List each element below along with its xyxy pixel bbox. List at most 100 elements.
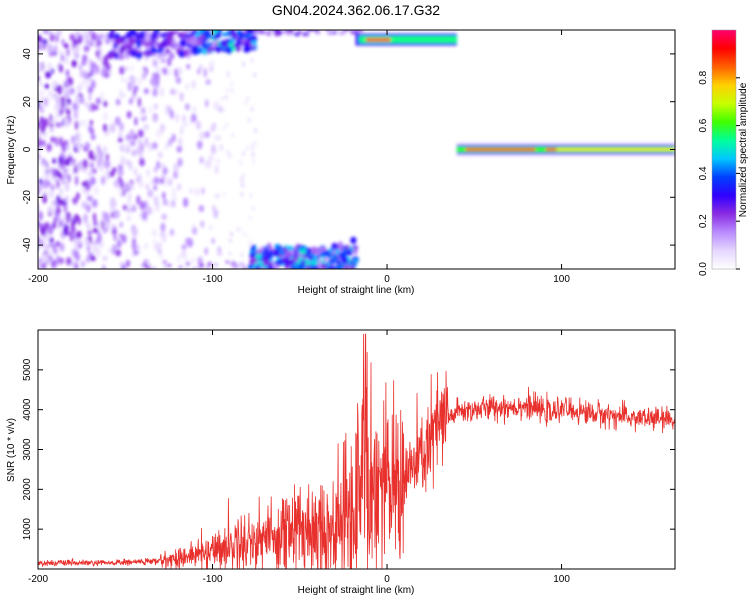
upper-alias-dot: [353, 31, 359, 35]
noise-dot: [69, 33, 75, 41]
upper-alias-dot: [173, 42, 181, 50]
upper-alias-dot: [204, 33, 213, 39]
lower-alias-dot: [167, 263, 172, 267]
lower-alias-dot: [331, 242, 338, 250]
noise-dot: [88, 59, 93, 65]
noise-dot: [148, 143, 153, 152]
noise-dot: [69, 87, 75, 95]
snr-plot: -200 -100 0 100 1000 2000 3000 4000 5000 Height…: [6, 329, 676, 596]
noise-dot: [74, 262, 79, 269]
noise-dot: [228, 238, 232, 244]
noise-dot: [139, 201, 146, 211]
noise-dot: [184, 103, 190, 111]
noise-dot: [84, 32, 90, 40]
noise-dot: [194, 187, 200, 197]
upper-alias-dot: [257, 26, 264, 29]
noise-dot: [147, 189, 153, 198]
upper-alias-dot: [281, 30, 289, 34]
upper-alias-peak: [366, 38, 391, 42]
spectrogram-x-tick-label: -100: [203, 274, 223, 285]
noise-dot: [125, 159, 130, 166]
lower-alias-dot: [342, 250, 349, 255]
noise-dot: [139, 112, 145, 119]
noise-dot: [240, 252, 244, 258]
noise-dot: [119, 179, 124, 189]
noise-dot: [50, 136, 56, 143]
noise-dot: [199, 156, 204, 164]
lower-alias-dot: [320, 251, 328, 257]
spectrogram-x-tick-label: 0: [384, 274, 390, 285]
noise-dot: [95, 64, 100, 75]
upper-alias-dot: [160, 40, 168, 48]
lower-alias-dot: [200, 264, 205, 268]
upper-alias-dot: [189, 38, 198, 46]
upper-alias-dot: [168, 50, 174, 57]
noise-dot: [76, 192, 80, 200]
noise-dot: [126, 259, 130, 268]
noise-dot: [38, 210, 43, 221]
noise-dot: [44, 83, 50, 89]
lower-alias-dot: [312, 247, 319, 254]
lower-alias-dot: [332, 253, 338, 261]
lower-alias-dot: [162, 260, 167, 264]
snr-y-tick-label: 2000: [22, 478, 33, 501]
noise-dot: [95, 97, 101, 105]
lower-alias-dot: [145, 265, 150, 269]
noise-dot: [59, 189, 64, 200]
noise-dot: [28, 220, 33, 229]
noise-dot: [160, 87, 164, 97]
noise-dot: [90, 79, 96, 90]
noise-dot: [92, 227, 99, 234]
noise-dot: [139, 142, 145, 152]
noise-dot: [42, 253, 48, 263]
lower-alias-dot: [229, 261, 234, 265]
noise-dot: [34, 203, 38, 209]
snr-y-label: SNR (10 * v/v): [6, 418, 17, 482]
noise-dot: [247, 117, 251, 123]
spectrogram-y-ticks: -40 -20 0 20 40: [22, 48, 675, 252]
noise-dot: [133, 249, 137, 256]
noise-dot: [46, 143, 52, 152]
noise-dot: [53, 92, 57, 98]
upper-alias-dot: [266, 32, 272, 36]
noise-dot: [38, 182, 42, 192]
noise-dot: [34, 96, 37, 105]
noise-dot: [63, 56, 69, 65]
noise-dot: [100, 175, 106, 185]
noise-dot: [47, 190, 52, 197]
noise-dot: [38, 136, 41, 146]
noise-dot: [102, 255, 108, 262]
noise-dot: [158, 251, 164, 259]
noise-dot: [74, 94, 81, 105]
noise-dot: [65, 90, 70, 98]
noise-dot: [88, 30, 93, 36]
noise-dot: [121, 263, 127, 269]
lower-alias-dot: [335, 248, 340, 254]
noise-dot: [60, 54, 65, 62]
noise-dot: [151, 142, 158, 150]
noise-dot: [50, 259, 57, 269]
snr-x-label: Height of straight line (km): [298, 585, 415, 596]
colorbar-ticks: 0.0 0.2 0.4 0.6 0.8: [698, 70, 740, 276]
noise-dot: [171, 194, 177, 201]
noise-dot: [32, 114, 37, 120]
lower-alias-dot: [336, 259, 341, 264]
snr-x-tick-label: -100: [203, 574, 223, 585]
noise-dot: [78, 65, 82, 71]
upper-alias-dot: [135, 40, 142, 46]
noise-dot: [84, 79, 90, 89]
noise-dot: [49, 184, 56, 191]
noise-dot: [75, 44, 80, 53]
noise-dot: [42, 118, 49, 128]
lower-alias-dot: [261, 259, 269, 267]
noise-dot: [119, 88, 123, 99]
noise-dot: [83, 45, 90, 53]
noise-dot: [73, 109, 79, 120]
noise-dot: [224, 94, 228, 100]
upper-alias-dot: [166, 35, 174, 42]
lower-alias-dot: [310, 265, 318, 269]
noise-dot: [124, 65, 129, 72]
upper-alias-dot: [329, 26, 334, 29]
upper-alias-dot: [228, 42, 234, 48]
noise-dot: [74, 142, 78, 149]
